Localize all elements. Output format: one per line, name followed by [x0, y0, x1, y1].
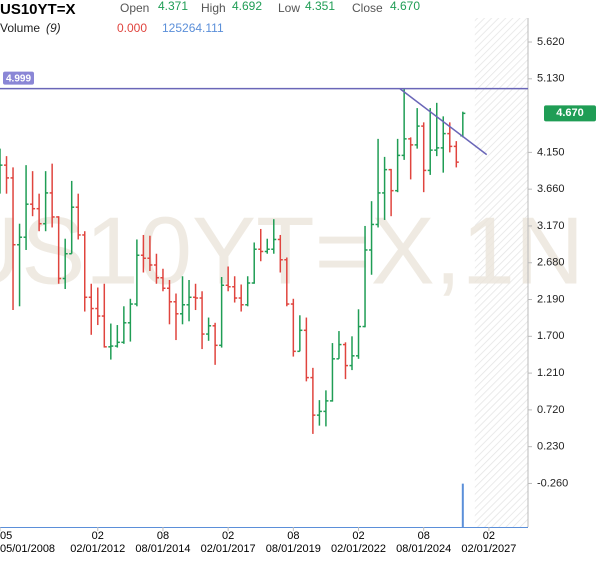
x-tick-label: 02: [483, 530, 495, 542]
volume-value: 125264.111: [162, 21, 224, 35]
y-tick-label: -0.260: [537, 477, 568, 489]
x-tick-date: 08/01/2024: [396, 543, 451, 555]
x-tick-date: 08/01/2014: [135, 543, 190, 555]
x-tick-date: 02/01/2012: [70, 543, 125, 555]
x-tick-date: 02/01/2022: [331, 543, 386, 555]
future-region: [474, 18, 528, 527]
y-tick-label: 1.700: [537, 330, 565, 342]
x-tick-label: 02: [222, 530, 234, 542]
x-tick-label: 02: [92, 530, 104, 542]
field-label: Close: [352, 1, 383, 15]
y-tick-label: 4.150: [537, 146, 565, 158]
field-value: 4.371: [158, 0, 188, 13]
x-tick-date: 02/01/2017: [201, 543, 256, 555]
y-tick-label: 5.620: [537, 36, 565, 48]
y-tick-label: 3.660: [537, 183, 565, 195]
field-label: High: [201, 1, 226, 15]
x-tick-date: 02/01/2027: [461, 543, 516, 555]
y-tick-label: 0.720: [537, 404, 565, 416]
field-value: 4.670: [390, 0, 420, 13]
x-tick-date: 08/01/2019: [266, 543, 321, 555]
watermark: US10YT=X,1N: [0, 197, 584, 304]
trendline: [399, 88, 488, 156]
background: [474, 18, 528, 527]
y-tick-label: 2.680: [537, 257, 565, 269]
field-label: Low: [278, 1, 300, 15]
x-tick-label: 08: [418, 530, 430, 542]
y-tick-label: 5.130: [537, 73, 565, 85]
x-tick-date: 05/01/2008: [0, 543, 55, 555]
price-tag: [544, 105, 596, 122]
field-value: 4.351: [305, 0, 335, 13]
y-tick-label: 1.210: [537, 367, 565, 379]
y-tick-label: 2.190: [537, 293, 565, 305]
x-tick-label: 08: [157, 530, 169, 542]
y-tick-label: 3.170: [537, 220, 565, 232]
field-value: 4.692: [232, 0, 262, 13]
symbol: US10YT=X: [0, 1, 75, 18]
price-tag-label: 4.670: [556, 107, 584, 119]
volume-bar: [461, 483, 464, 527]
y-tick-label: 0.230: [537, 441, 565, 453]
hline-tag: [3, 71, 34, 85]
volume-label: Volume: [0, 21, 40, 35]
x-tick-label: 05: [0, 530, 12, 542]
field-label: Open: [120, 1, 149, 15]
x-tick-label: 08: [287, 530, 299, 542]
x-tick-label: 02: [352, 530, 364, 542]
volume-value: 0.000: [117, 21, 147, 35]
ohlc-header: Open 4.371 High 4.692 Low 4.351 Close 4.670: [120, 0, 420, 15]
volume-period: (9): [46, 21, 61, 35]
hline-label: 4.999: [6, 73, 31, 84]
